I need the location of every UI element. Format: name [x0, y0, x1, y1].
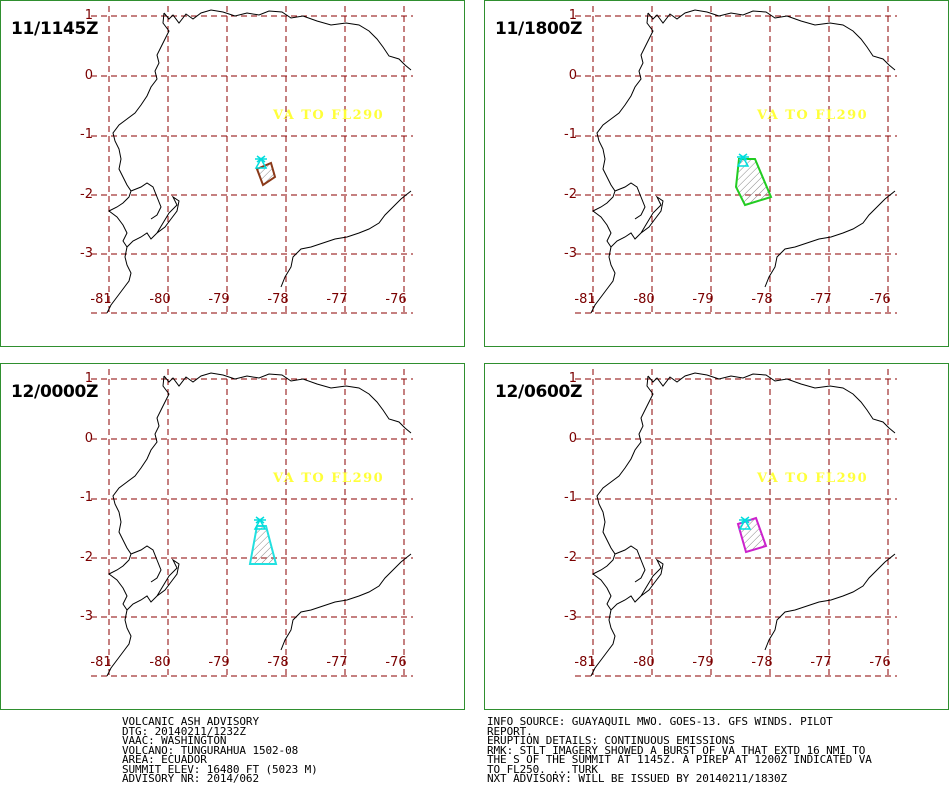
va-level-label: VA TO FL290: [757, 471, 869, 486]
volcano-marker-icon: [254, 155, 268, 169]
advisory-line: ADVISORY NR: 2014/062: [122, 772, 259, 785]
va-level-label: VA TO FL290: [757, 108, 869, 123]
lat-label: 1: [84, 371, 93, 386]
forecast-time: 12/0600Z: [495, 382, 583, 402]
lat-label: -2: [564, 187, 577, 202]
lon-label: -79: [208, 292, 230, 307]
lon-label: -81: [574, 655, 596, 670]
map-canvas: [91, 6, 413, 315]
lon-label: -81: [90, 292, 112, 307]
advisory-line: DTG: 20140211/1232Z: [122, 724, 246, 738]
map-canvas: [91, 369, 413, 678]
lon-label: -77: [810, 655, 832, 670]
ash-cloud-polygon: [248, 525, 278, 565]
lon-label: -79: [692, 292, 714, 307]
lat-label: -3: [564, 246, 577, 261]
lon-label: -79: [692, 655, 714, 670]
volcano-marker-icon: [253, 516, 267, 530]
lon-label: -78: [751, 292, 773, 307]
map-panel-1: 11/1145Z VA TO FL290 1 0 -1 -2 -3 -81 -8…: [0, 0, 465, 347]
advisory-line: AREA: ECUADOR: [122, 753, 207, 766]
forecast-time: 12/0000Z: [11, 382, 99, 402]
ash-cloud-polygon: [736, 516, 768, 554]
lon-label: -77: [326, 655, 348, 670]
lon-label: -80: [149, 292, 171, 307]
volcano-marker-icon: [738, 516, 752, 530]
lat-label: -1: [80, 127, 93, 142]
lon-label: -78: [267, 292, 289, 307]
advisory-line: RMK: STLT IMAGERY SHOWED A BURST OF VA T…: [487, 743, 866, 757]
coastline: [590, 372, 896, 677]
lat-label: 0: [568, 68, 577, 83]
forecast-time: 11/1145Z: [11, 19, 99, 39]
map-panel-2: 11/1800Z VA TO FL290 1 0 -1 -2 -3 -81 -8…: [484, 0, 949, 347]
lon-label: -76: [385, 292, 407, 307]
lon-label: -76: [385, 655, 407, 670]
map-canvas: [575, 6, 897, 315]
lat-label: -3: [80, 246, 93, 261]
lon-label: -81: [90, 655, 112, 670]
va-level-label: VA TO FL290: [273, 108, 385, 123]
coastline: [106, 9, 412, 314]
advisory-line: TO FL250. ...TURK: [487, 762, 598, 776]
advisory-line: NXT ADVISORY: WILL BE ISSUED BY 20140211…: [487, 772, 788, 785]
lat-label: 0: [84, 431, 93, 446]
advisory-header: VOLCANIC ASH ADVISORY DTG: 20140211/1232…: [122, 715, 318, 785]
ash-cloud-polygon: [734, 158, 773, 207]
advisory-line: ERUPTION DETAILS: CONTINUOUS EMISSIONS: [487, 734, 735, 747]
advisory-line: VAAC: WASHINGTON: [122, 734, 227, 747]
advisory-line: INFO SOURCE: GUAYAQUIL MWO. GOES-13. GFS…: [487, 715, 833, 728]
lon-label: -77: [326, 292, 348, 307]
map-panel-4: 12/0600Z VA TO FL290 1 0 -1 -2 -3 -81 -8…: [484, 363, 949, 710]
lat-label: -2: [564, 550, 577, 565]
advisory-line: VOLCANIC ASH ADVISORY: [122, 715, 259, 728]
lon-label: -78: [751, 655, 773, 670]
lon-label: -78: [267, 655, 289, 670]
lon-label: -77: [810, 292, 832, 307]
va-level-label: VA TO FL290: [273, 471, 385, 486]
lat-label: -1: [80, 490, 93, 505]
advisory-line: THE S OF THE SUMMIT AT 1145Z. A PIREP AT…: [487, 753, 872, 766]
lat-label: 1: [568, 371, 577, 386]
ash-cloud-polygon: [255, 161, 277, 187]
advisory-line: SUMMIT ELEV: 16480 FT (5023 M): [122, 762, 318, 776]
map-canvas: [575, 369, 897, 678]
lat-label: 0: [84, 68, 93, 83]
lat-label: -1: [564, 127, 577, 142]
coastline: [590, 9, 896, 314]
lat-label: -1: [564, 490, 577, 505]
lon-label: -81: [574, 292, 596, 307]
lat-label: 1: [84, 8, 93, 23]
lon-label: -76: [869, 292, 891, 307]
lat-label: -3: [564, 609, 577, 624]
advisory-line: REPORT.: [487, 724, 533, 738]
lat-label: 0: [568, 431, 577, 446]
lat-label: -2: [80, 550, 93, 565]
advisory-remarks: INFO SOURCE: GUAYAQUIL MWO. GOES-13. GFS…: [487, 715, 872, 785]
advisory-line: VOLCANO: TUNGURAHUA 1502-08: [122, 743, 299, 757]
lon-label: -80: [633, 292, 655, 307]
lat-label: -2: [80, 187, 93, 202]
lat-label: 1: [568, 8, 577, 23]
lon-label: -79: [208, 655, 230, 670]
lat-label: -3: [80, 609, 93, 624]
forecast-time: 11/1800Z: [495, 19, 583, 39]
coastline: [106, 372, 412, 677]
lon-label: -80: [633, 655, 655, 670]
volcano-marker-icon: [736, 153, 750, 167]
lon-label: -80: [149, 655, 171, 670]
lon-label: -76: [869, 655, 891, 670]
map-panel-3: 12/0000Z VA TO FL290 1 0 -1 -2 -3 -81 -8…: [0, 363, 465, 710]
